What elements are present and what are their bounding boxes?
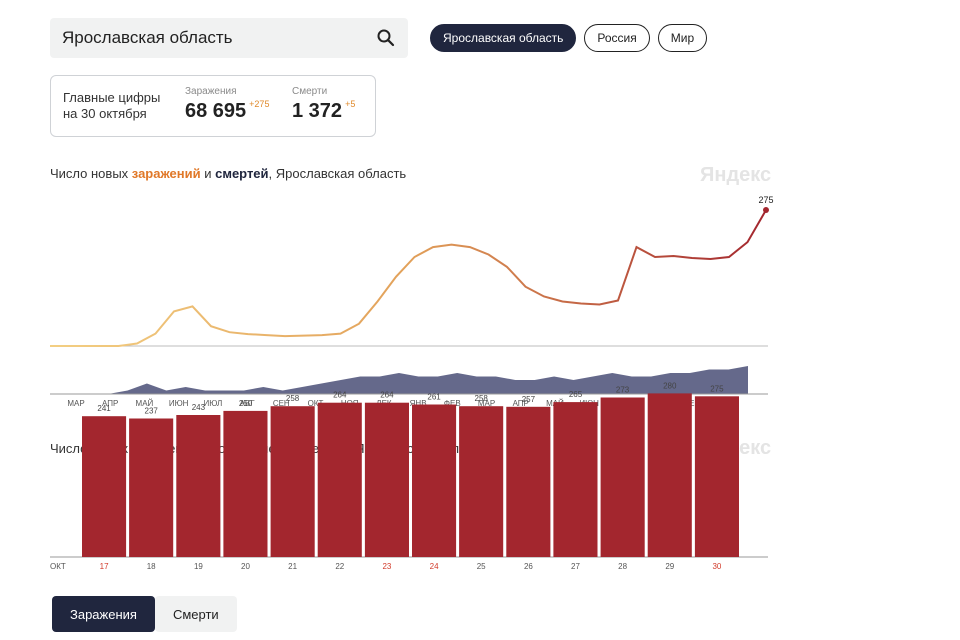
deaths-area-chart [50,366,768,395]
key-figures-line1: Главные цифры [63,90,161,105]
deaths-value: 1 372 [292,100,343,122]
chart2-x-prefix: ОКТ [50,562,66,571]
bar-category-label: 17 [100,562,109,571]
bar-value-label: 273 [616,386,630,395]
bar [412,404,457,557]
cases-last-point [763,207,769,213]
bar [553,402,598,557]
bar [129,418,174,557]
bar-value-label: 258 [286,394,300,403]
key-figures-card: Главные цифры на 30 октября Заражения 68… [50,75,376,137]
cases-block: Заражения 68 695 +275 [185,86,269,123]
chart1-x-tick-label: ОКТ [308,399,324,408]
chart1-title-suffix: , Ярославская область [268,166,407,181]
bar-category-label: 30 [712,562,721,571]
tab-deaths[interactable]: Смерти [154,596,237,632]
chart1-x-tick-label: ЯНВ [410,399,427,408]
bar-value-label: 264 [380,391,394,400]
deaths-delta: +5 [345,99,356,109]
chart1-x-tick-label: МАР [67,399,84,408]
bar [82,416,127,557]
bar [270,406,315,557]
region-selector: Ярославская область Россия Мир [430,24,708,52]
bar-category-label: 27 [571,562,580,571]
deaths-block: Смерти 1 372 +5 [292,86,355,123]
bar-category-label: 23 [382,562,391,571]
bar [176,415,221,557]
metric-tabs: Заражения Смерти [52,596,237,632]
bar-value-label: 258 [475,394,489,403]
cases-delta: +275 [249,99,270,109]
chart1-title: Число новых заражений и смертей, Ярослав… [50,166,406,181]
bar-category-label: 19 [194,562,203,571]
bar-category-label: 22 [335,562,344,571]
cases-last-label: 275 [758,195,773,205]
cases-series-line [50,209,767,347]
chart1-x-tick-label: МАЙ [136,399,154,408]
tab-cases[interactable]: Заражения [52,596,155,632]
chart1-x-tick-label: ИЮЛ [203,399,222,408]
bar [317,402,362,557]
bar [459,406,504,557]
bar [364,402,409,557]
chart1-x-tick-label: ИЮН [169,399,189,408]
chart1-title-prefix: Число новых [50,166,132,181]
bar-value-label: 241 [97,404,111,413]
bar-category-label: 20 [241,562,250,571]
chart1-x-tick-label: АВГ [240,399,256,408]
cases-value: 68 695 [185,100,247,122]
two-week-bar-chart: ОКТ 241 17 237 18 243 19 250 20 258 21 264 22 264 23 26… [50,381,768,571]
cases-label: Заражения [185,86,237,97]
bar [223,410,268,557]
chart1-title-and: и [200,166,216,181]
chart1-x-tick-label: СЕН [683,399,700,408]
bar-value-label: 264 [333,391,347,400]
region-yaroslavl-pill[interactable]: Ярославская область [430,24,577,52]
bar-value-label: 243 [192,403,206,412]
deaths-series-area [50,366,748,394]
chart1-title-cases: заражений [131,166,201,181]
key-figures-date: на 30 октября [63,106,147,121]
bar-value-label: 265 [569,390,583,399]
bar-value-label: 280 [663,381,677,390]
chart1-x-tick-label: ФЕВ [444,399,461,408]
chart1-x-tick-label: АПР [102,399,118,408]
bar [506,406,551,557]
search-icon[interactable] [376,28,396,48]
bar-value-label: 261 [427,393,441,402]
chart1-watermark: Яндекс [700,164,772,186]
bar-value-label: 237 [145,407,159,416]
bar [694,396,739,557]
bar-category-label: 25 [477,562,486,571]
key-figures-label: Главные цифры на 30 октября [63,90,160,122]
bar-category-label: 18 [147,562,156,571]
bar-value-label: 275 [710,384,724,393]
region-world-pill[interactable]: Мир [657,24,708,52]
bar-category-label: 21 [288,562,297,571]
deaths-label: Смерти [292,86,328,97]
bar [647,393,692,557]
bar-category-label: 26 [524,562,533,571]
chart1-x-tick-label: АПР [513,399,529,408]
bar-category-label: 28 [618,562,627,571]
bar-category-label: 29 [665,562,674,571]
chart1-x-tick-label: МАР [478,399,495,408]
bar-value-label: 257 [522,395,536,404]
cases-line-chart: 275 [50,195,774,347]
bar-category-label: 24 [430,562,439,571]
chart1-title-deaths: смертей [215,166,269,181]
region-russia-pill[interactable]: Россия [584,24,650,52]
bar-value-label: 250 [239,399,253,408]
chart1-x-tick-label: СЕН [273,399,290,408]
bar [600,397,645,557]
search-box[interactable] [50,18,408,58]
search-input[interactable] [62,28,362,48]
